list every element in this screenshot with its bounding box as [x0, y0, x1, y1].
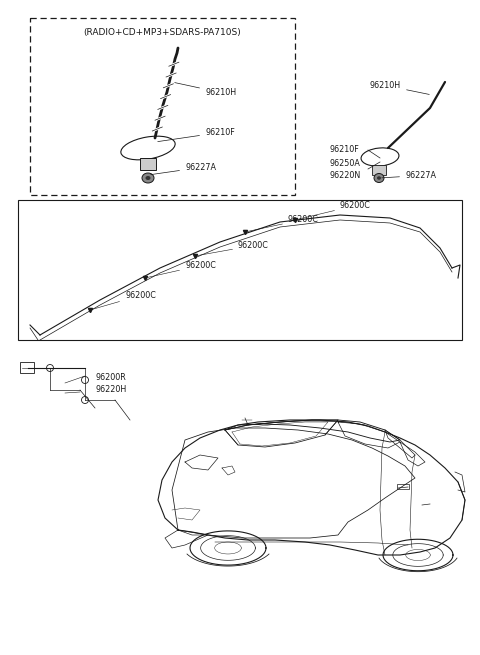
- Text: 96250A: 96250A: [330, 159, 361, 168]
- Text: 96200C: 96200C: [298, 201, 371, 219]
- Text: 96227A: 96227A: [151, 163, 216, 175]
- Text: (RADIO+CD+MP3+SDARS-PA710S): (RADIO+CD+MP3+SDARS-PA710S): [84, 28, 241, 37]
- Text: 96227A: 96227A: [382, 171, 436, 180]
- Bar: [140, 158, 156, 170]
- Text: 96220N: 96220N: [330, 170, 361, 179]
- Bar: [372, 165, 386, 175]
- Text: 96200C: 96200C: [148, 261, 216, 277]
- Circle shape: [47, 364, 53, 371]
- Circle shape: [82, 396, 88, 403]
- Ellipse shape: [374, 174, 384, 183]
- Text: 96210H: 96210H: [370, 81, 429, 94]
- Bar: [397, 484, 409, 489]
- Text: 96200C: 96200C: [198, 241, 269, 255]
- Text: 96210F: 96210F: [330, 145, 360, 155]
- Text: 96200C: 96200C: [248, 215, 319, 231]
- Text: 96210F: 96210F: [158, 128, 235, 141]
- Ellipse shape: [142, 173, 154, 183]
- Bar: [20, 362, 34, 373]
- Bar: [18, 200, 462, 340]
- Text: 96200R: 96200R: [95, 373, 126, 383]
- Circle shape: [82, 377, 88, 383]
- Text: 96200C: 96200C: [93, 291, 156, 309]
- Ellipse shape: [145, 176, 151, 180]
- Text: 96210H: 96210H: [175, 83, 236, 97]
- Text: 96220H: 96220H: [95, 386, 126, 394]
- Ellipse shape: [377, 176, 381, 179]
